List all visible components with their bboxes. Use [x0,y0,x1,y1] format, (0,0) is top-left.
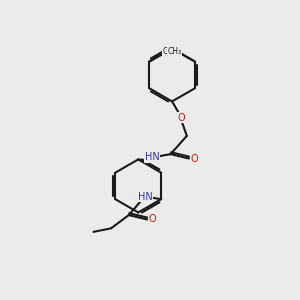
Text: O: O [177,112,185,123]
Text: CH₃: CH₃ [167,47,182,56]
Text: O: O [190,154,198,164]
Text: HN: HN [138,192,152,202]
Text: HN: HN [145,152,160,162]
Text: CH₃: CH₃ [163,47,177,56]
Text: O: O [148,214,156,224]
